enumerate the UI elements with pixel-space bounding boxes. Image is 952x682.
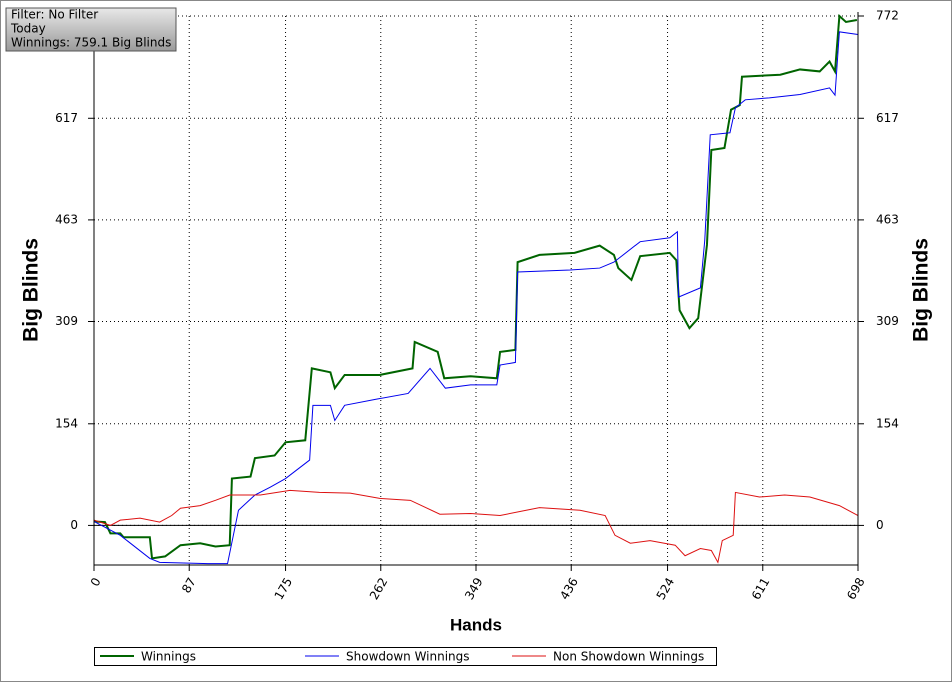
annotation: Winnings: 759.1 Big Blinds	[11, 36, 171, 50]
y2-tick-label: 463	[876, 212, 899, 226]
legend-label: Showdown Winnings	[346, 650, 470, 664]
annotation-box	[5, 7, 177, 52]
y2-tick-label: 772	[876, 9, 899, 23]
x-tick-label: 87	[179, 575, 199, 595]
series-line	[94, 489, 859, 564]
y2-tick-label: 154	[876, 416, 899, 430]
y2-tick-label: 617	[876, 111, 899, 125]
y-axis-title: Big Blinds	[20, 238, 43, 342]
y2-tick-label: 309	[876, 314, 899, 328]
x-axis-title: Hands	[450, 615, 502, 634]
y-tick-label: 309	[55, 314, 78, 328]
y2-tick-label: 0	[876, 518, 884, 532]
grid	[93, 15, 859, 565]
legend-label: Winnings	[141, 650, 196, 664]
legend	[94, 647, 717, 666]
y-tick-label: 154	[55, 416, 78, 430]
annotation: Filter: No Filter	[11, 8, 98, 22]
legend-label: Non Showdown Winnings	[553, 650, 704, 664]
y-tick-label: 617	[55, 111, 78, 125]
y-tick-label: 0	[70, 518, 78, 532]
y-tick-label: 463	[55, 212, 78, 226]
annotation: Today	[10, 22, 46, 36]
y2-axis-title: Big Blinds	[910, 238, 933, 342]
plot	[94, 14, 859, 565]
legend-entries: Winnings Showdown Winnings Non Showdown Wi…	[100, 650, 704, 664]
